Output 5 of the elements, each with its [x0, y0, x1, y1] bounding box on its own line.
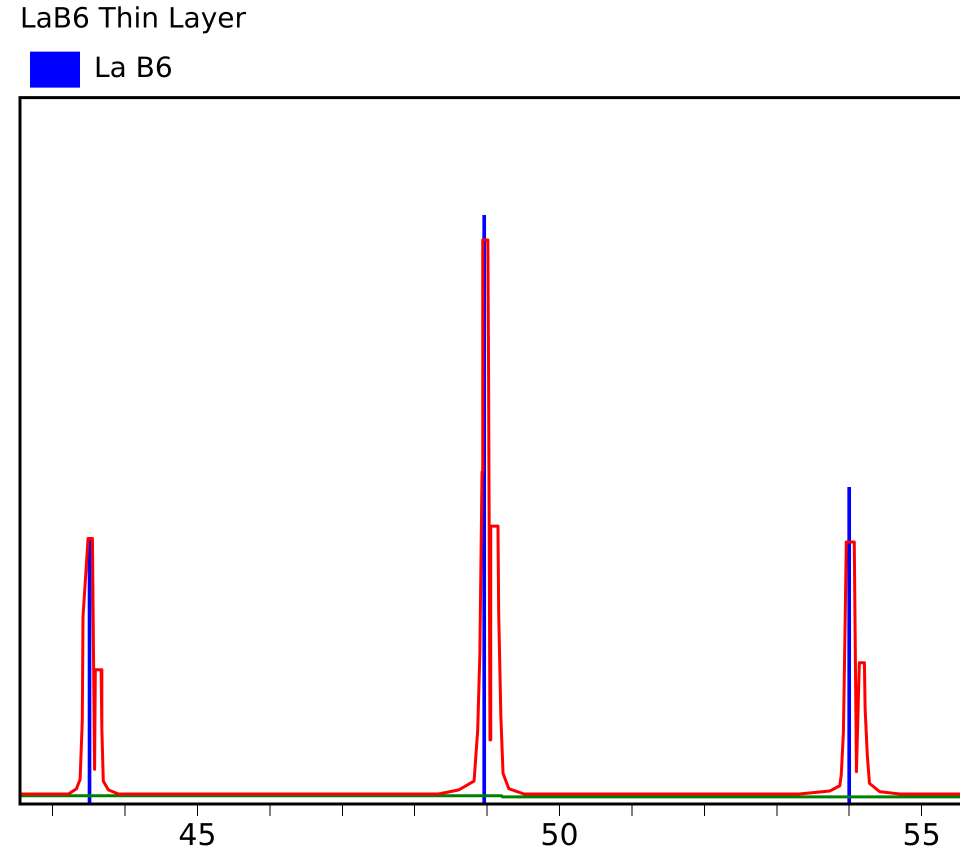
- x-tick-label: 50: [540, 818, 579, 853]
- legend-label: La B6: [94, 50, 173, 84]
- x-tick-label: 45: [178, 818, 217, 853]
- x-tick-label: 55: [902, 818, 941, 853]
- legend-title: LaB6 Thin Layer: [20, 1, 247, 34]
